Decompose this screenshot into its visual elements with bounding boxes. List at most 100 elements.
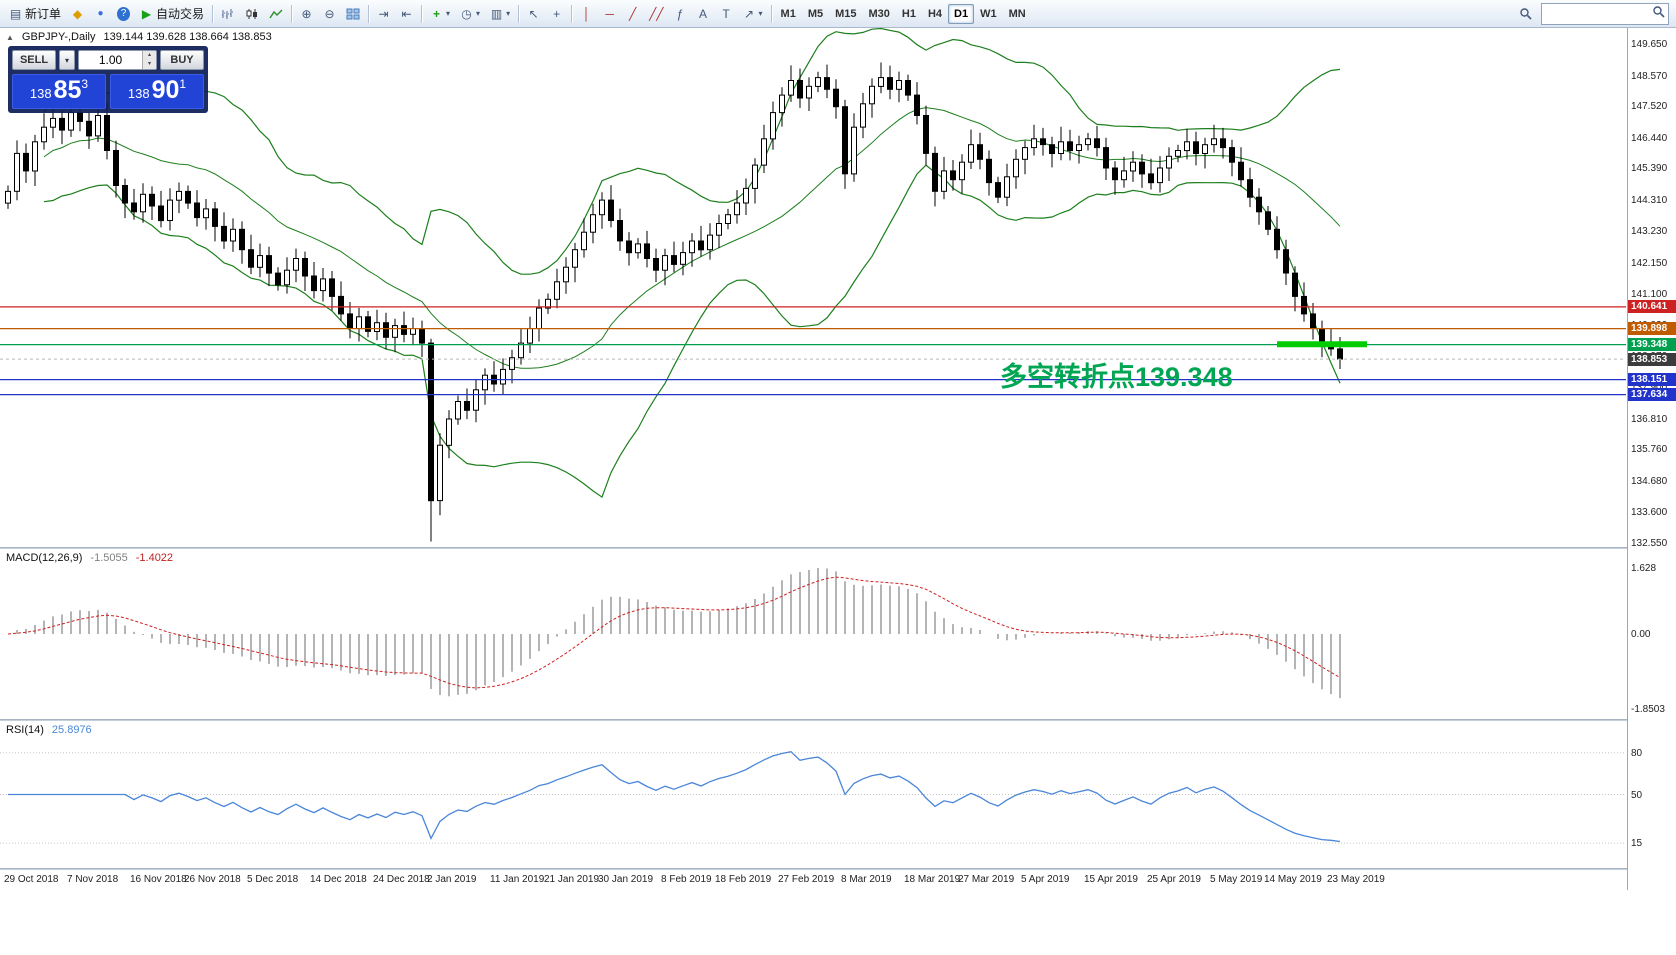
- candle-body: [401, 325, 407, 335]
- candle-body: [1058, 141, 1064, 155]
- timeframe-m5[interactable]: M5: [802, 4, 829, 24]
- autotrading-label: 自动交易: [156, 7, 205, 21]
- arrows-button[interactable]: ↗ ▾: [738, 3, 768, 25]
- text-button[interactable]: A: [692, 3, 715, 25]
- timeframe-m1[interactable]: M1: [775, 4, 802, 24]
- chart-bars-button[interactable]: [216, 3, 240, 25]
- scale-tick: 146.440: [1631, 132, 1668, 144]
- search-button[interactable]: [1514, 3, 1537, 25]
- timeframe-w1[interactable]: W1: [974, 4, 1003, 24]
- date-label: 15 Apr 2019: [1084, 874, 1138, 885]
- candle-body: [275, 272, 281, 286]
- timeframe-d1[interactable]: D1: [948, 3, 975, 24]
- macd-signal-line: [7, 576, 1341, 689]
- search-input[interactable]: [1545, 6, 1652, 21]
- channel-button[interactable]: ╱╱: [644, 3, 668, 25]
- panel-splitter[interactable]: [0, 719, 1676, 721]
- candle-body: [572, 249, 578, 268]
- cursor-button[interactable]: ↖: [522, 3, 545, 25]
- candle-body: [815, 77, 821, 87]
- vertical-line-icon: │: [582, 6, 591, 21]
- zoom-in-button[interactable]: ⊕: [295, 3, 318, 25]
- panel-splitter[interactable]: [0, 547, 1676, 549]
- scale-tick: 142.150: [1631, 257, 1668, 269]
- buy-price-button[interactable]: 138901: [110, 74, 204, 109]
- community-button[interactable]: ●: [89, 3, 112, 25]
- timeframe-mn[interactable]: MN: [1003, 4, 1032, 24]
- candle-body: [527, 328, 533, 344]
- templates-button[interactable]: ▥ ▾: [485, 3, 515, 25]
- horizontal-line-button[interactable]: ─: [598, 3, 621, 25]
- candle-body: [1283, 249, 1289, 274]
- candle-body: [1211, 138, 1217, 146]
- timeframe-h4[interactable]: H4: [922, 4, 948, 24]
- tile-windows-button[interactable]: [341, 3, 365, 25]
- candle-body: [311, 275, 317, 292]
- candle-body: [590, 214, 596, 233]
- sell-button[interactable]: SELL: [12, 50, 56, 70]
- price-scale[interactable]: 149.650 148.570 147.520 146.440 145.390 144.3…: [1627, 28, 1676, 890]
- sell-price-button[interactable]: 138853: [12, 74, 106, 109]
- volume-stepper: ▴ ▾: [142, 51, 156, 69]
- candle-body: [464, 401, 470, 411]
- candle-body: [896, 80, 902, 90]
- candle-body: [671, 255, 677, 265]
- volume-decrease-button[interactable]: ▾: [143, 60, 156, 69]
- timeframe-m15[interactable]: M15: [829, 4, 862, 24]
- timeframe-h1[interactable]: H1: [896, 4, 922, 24]
- candle-body: [968, 144, 974, 163]
- candle-body: [293, 258, 299, 271]
- panel-splitter[interactable]: [0, 868, 1676, 870]
- candle-body: [122, 185, 128, 204]
- new-order-button[interactable]: ▤ 新订单: [4, 3, 66, 25]
- help-button[interactable]: ?: [112, 3, 135, 25]
- buy-button[interactable]: BUY: [160, 50, 204, 70]
- volume-dropdown-button[interactable]: ▾: [59, 50, 75, 70]
- chart-line-button[interactable]: [264, 3, 288, 25]
- candle-body: [320, 278, 326, 292]
- candle-body: [788, 80, 794, 96]
- candle-body: [14, 152, 20, 192]
- vertical-line-button[interactable]: │: [575, 3, 598, 25]
- volume-input[interactable]: [79, 51, 142, 69]
- mql5-button[interactable]: ◆: [66, 3, 89, 25]
- fibonacci-button[interactable]: ƒ: [669, 3, 692, 25]
- price-chart-canvas[interactable]: [0, 28, 1626, 890]
- trendline-button[interactable]: ╱: [621, 3, 644, 25]
- candle-body: [725, 214, 731, 224]
- candle-body: [599, 199, 605, 216]
- time-scale[interactable]: 29 Oct 2018 7 Nov 2018 16 Nov 2018 26 Nov 2…: [0, 870, 1627, 892]
- candle-body: [1121, 170, 1127, 181]
- candle-body: [500, 368, 506, 385]
- label-button[interactable]: T: [715, 3, 738, 25]
- autotrading-button[interactable]: ▶ 自动交易: [135, 3, 209, 25]
- candle-body: [329, 278, 335, 297]
- chart-window: 149.650 148.570 147.520 146.440 145.390 144.3…: [0, 28, 1676, 955]
- chart-shift-button[interactable]: ⇤: [395, 3, 418, 25]
- zoom-out-button[interactable]: ⊖: [318, 3, 341, 25]
- chart-candles-button[interactable]: [240, 3, 264, 25]
- candle-body: [446, 418, 452, 446]
- crosshair-button[interactable]: +: [545, 3, 568, 25]
- bar-chart-icon: [221, 7, 235, 21]
- candle-body: [1094, 138, 1100, 149]
- candle-body: [1004, 176, 1010, 198]
- bollinger-lower-band: [43, 164, 1341, 499]
- toolbar-separator: [421, 4, 423, 23]
- indicators-button[interactable]: + ▾: [425, 3, 455, 25]
- toolbar-separator: [571, 4, 573, 23]
- scale-tick: 50: [1631, 789, 1643, 801]
- candle-body: [428, 342, 434, 502]
- candle-body: [1166, 155, 1172, 169]
- timeframe-m30[interactable]: M30: [863, 4, 896, 24]
- scale-tick: 141.100: [1631, 288, 1668, 300]
- candle-body: [212, 208, 218, 227]
- horizontal-line-icon: ─: [605, 6, 614, 21]
- date-label: 8 Feb 2019: [661, 874, 712, 885]
- volume-increase-button[interactable]: ▴: [143, 51, 156, 60]
- auto-scroll-button[interactable]: ⇥: [372, 3, 395, 25]
- date-label: 24 Dec 2018: [373, 874, 430, 885]
- periods-button[interactable]: ◷ ▾: [455, 3, 485, 25]
- rsi-line: [8, 750, 1341, 843]
- macd-signal-value: -1.4022: [135, 552, 174, 564]
